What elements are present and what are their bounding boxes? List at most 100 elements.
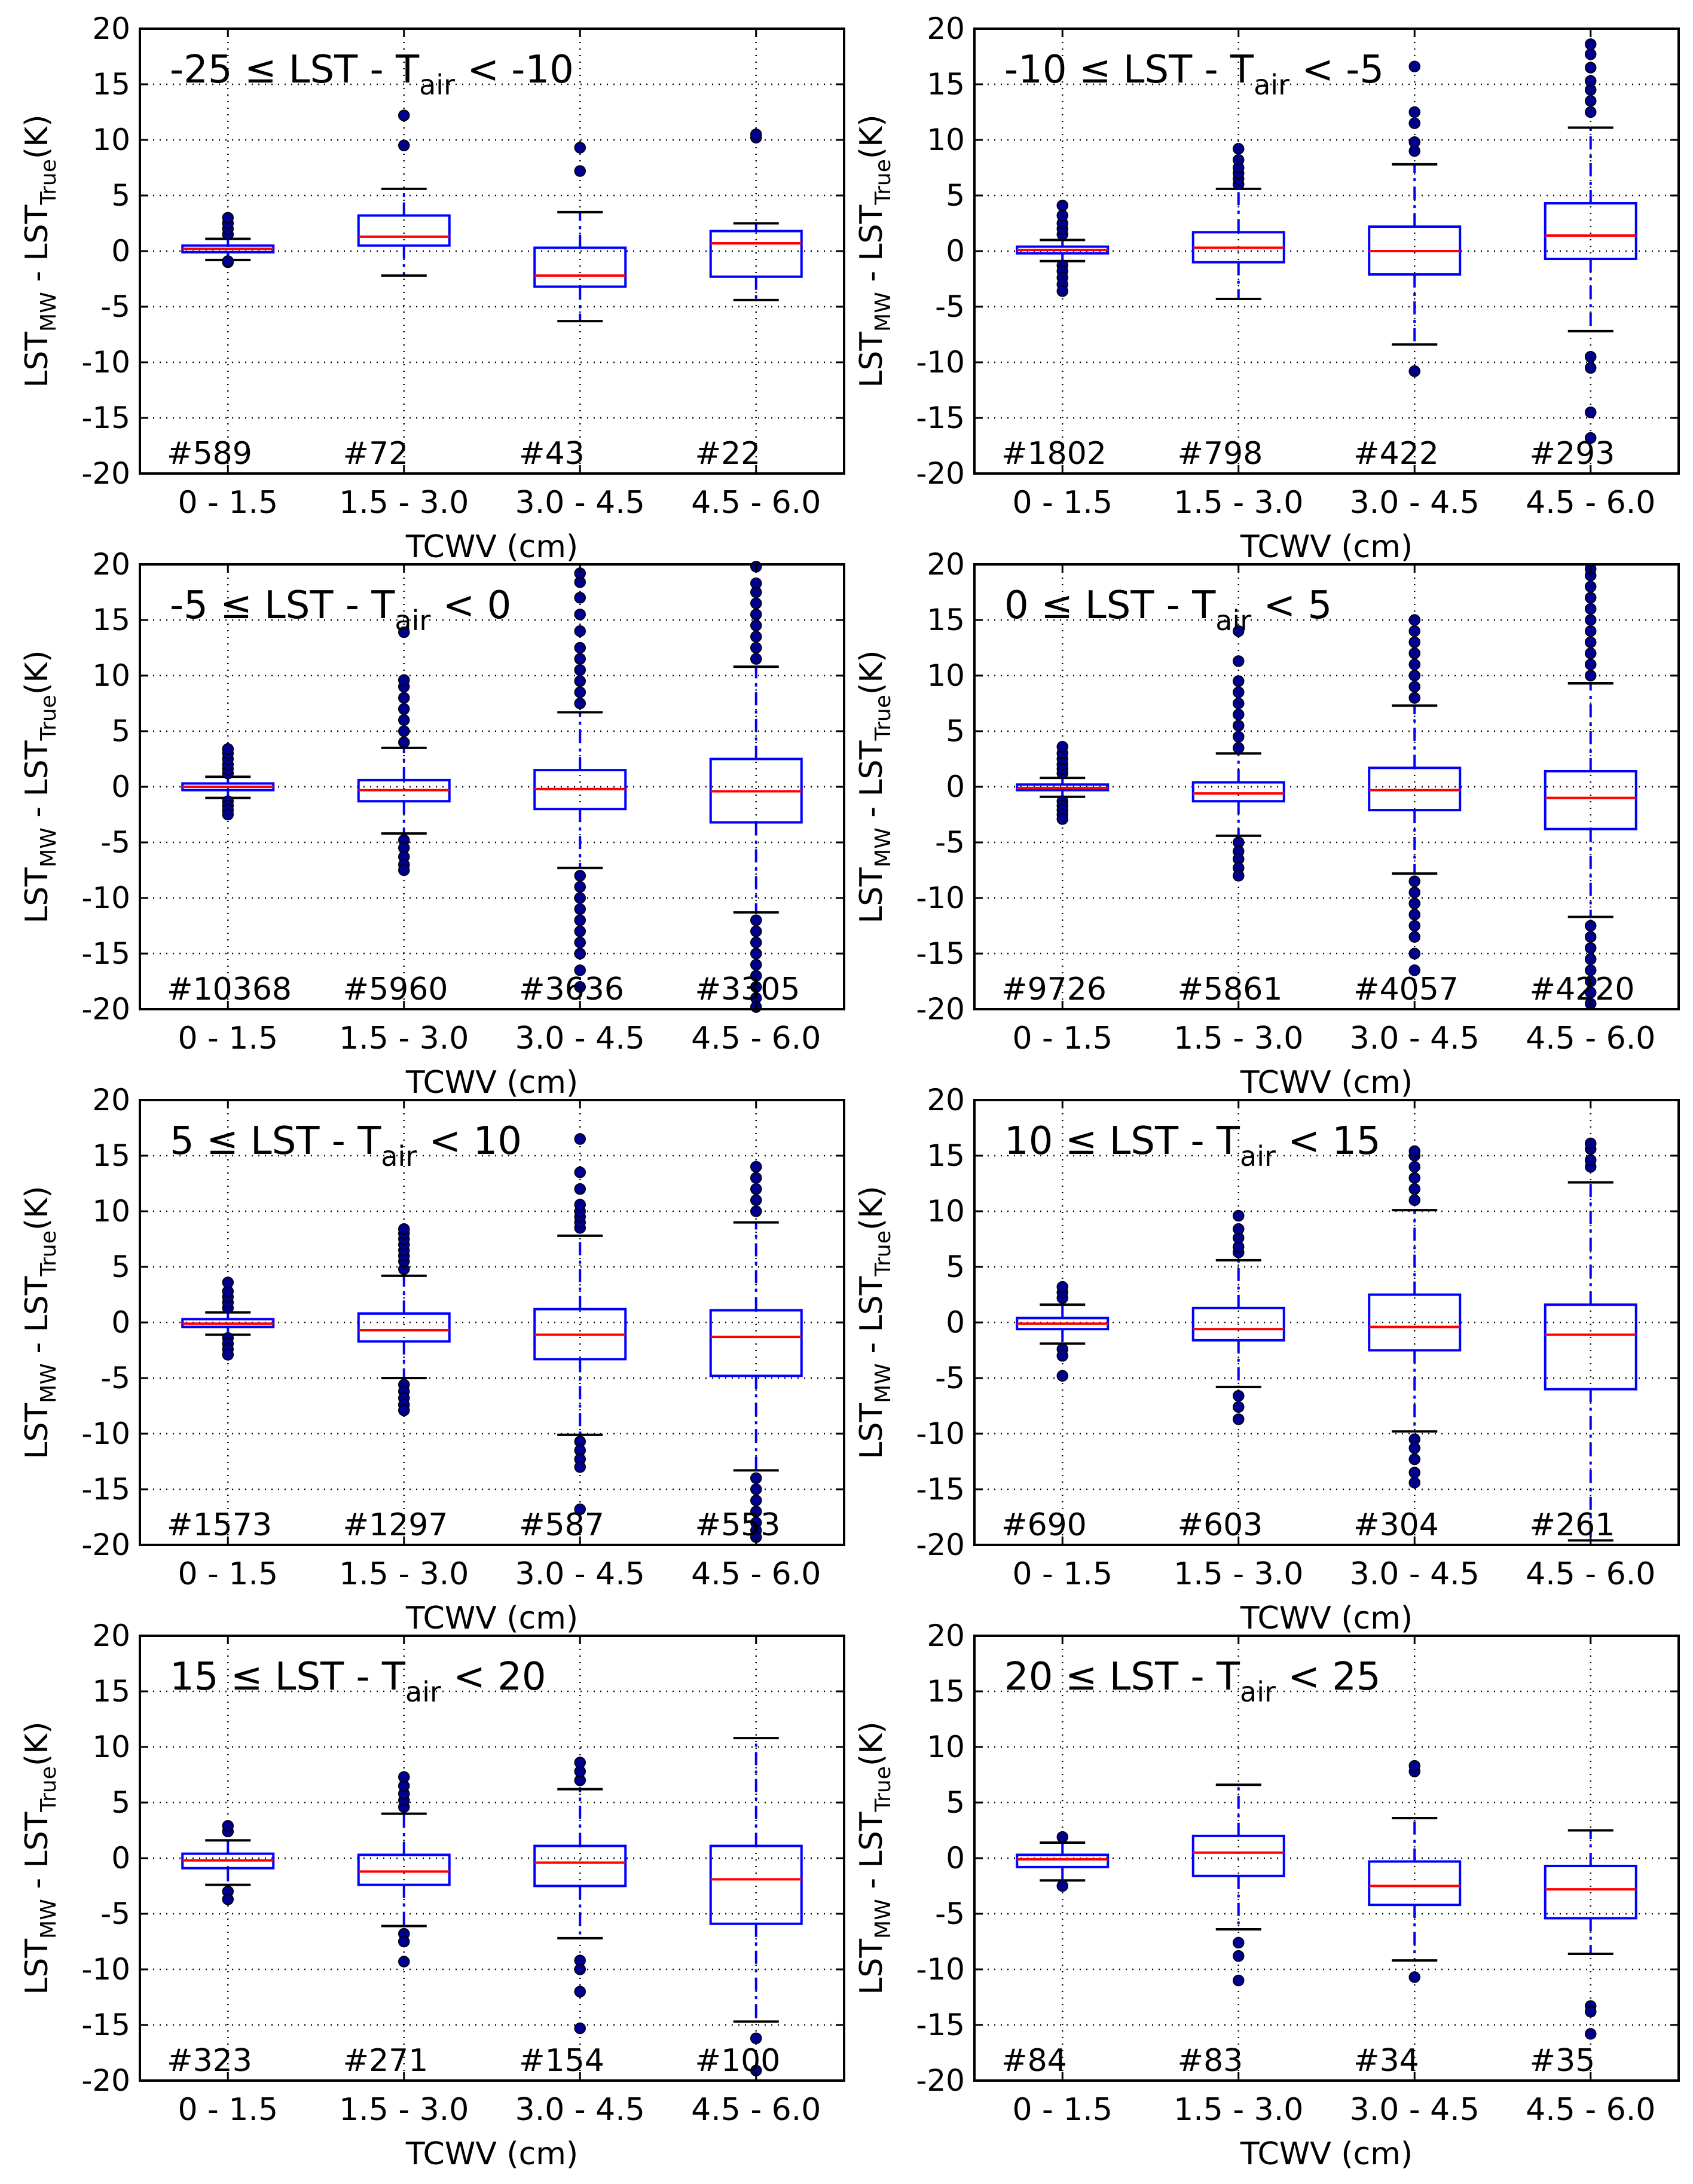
iqr-box — [1191, 1306, 1285, 1342]
sample-count: #603 — [1178, 1507, 1263, 1543]
flier-point — [750, 128, 762, 140]
y-tick-label: -5 — [935, 825, 965, 860]
y-tick-label: -15 — [81, 1472, 130, 1507]
flier-point — [1585, 350, 1597, 363]
flier-point — [574, 1166, 586, 1178]
title-lhs: 15 ≤ LST - T — [170, 1655, 406, 1699]
panel-7: 20 15 10 5 0 -5 -10 -15 -20 0 - 1.5 1.5 - 3.0 3.0 -… — [19, 1618, 845, 2172]
panel-title: -10 ≤ LST - Tair < -5 — [1004, 48, 1384, 101]
flier-point — [1408, 136, 1420, 148]
x-axis-label: TCWV (cm) — [1240, 2136, 1413, 2172]
y-tick-label: 0 — [946, 1305, 965, 1340]
panel-5: 20 15 10 5 0 -5 -10 -15 -20 0 - 1.5 1.5 - 3.0 3.0 -… — [19, 1083, 845, 1636]
flier-point — [1408, 670, 1420, 682]
box-3 — [533, 1757, 627, 2035]
iqr-box — [1544, 202, 1637, 261]
flier-point — [574, 936, 586, 949]
y-tick-label: 10 — [92, 658, 130, 693]
flier-point — [750, 1205, 762, 1217]
y-tick-label: -20 — [81, 456, 130, 491]
x-tick-label: 1.5 - 3.0 — [339, 1021, 469, 1056]
panel-title: 10 ≤ LST - Tair < 15 — [1004, 1119, 1381, 1172]
title-rhs: < -5 — [1289, 48, 1384, 92]
flier-point — [222, 1893, 234, 1905]
y-tick-label: -20 — [916, 2063, 965, 2098]
flier-point — [574, 914, 586, 926]
flier-point — [1233, 1401, 1245, 1413]
flier-point — [1408, 365, 1420, 377]
flier-point — [1585, 106, 1597, 118]
flier-point — [398, 1956, 410, 1968]
sample-count: #422 — [1353, 436, 1439, 472]
ylabel-unit: (K) — [19, 114, 55, 159]
y-tick-label: 15 — [927, 1138, 965, 1173]
y-tick-label: -15 — [81, 936, 130, 971]
flier-point — [750, 914, 762, 926]
flier-point — [1408, 658, 1420, 671]
y-axis-label: LSTMW - LSTTrue(K) — [854, 1721, 896, 1994]
flier-point — [398, 626, 410, 639]
ylabel-unit: (K) — [854, 650, 890, 695]
flier-point — [398, 703, 410, 715]
flier-point — [750, 642, 762, 654]
panel-title: 5 ≤ LST - Tair < 10 — [170, 1119, 522, 1172]
flier-point — [750, 1183, 762, 1195]
flier-point — [1408, 875, 1420, 887]
y-tick-label: 20 — [927, 1083, 965, 1117]
y-tick-label: 5 — [946, 1250, 965, 1284]
flier-point — [398, 674, 410, 686]
x-tick-label: 3.0 - 4.5 — [1350, 1021, 1480, 1056]
y-tick-label: 10 — [927, 123, 965, 157]
flier-point — [1408, 1760, 1420, 1772]
flier-point — [222, 255, 234, 267]
y-tick-label: -10 — [81, 1952, 130, 1987]
x-tick-label: 3.0 - 4.5 — [1350, 485, 1480, 521]
flier-point — [1408, 106, 1420, 118]
flier-point — [1408, 1477, 1420, 1489]
flier-point — [1233, 1223, 1245, 1235]
flier-point — [574, 1757, 586, 1768]
y-tick-label: 5 — [946, 178, 965, 213]
flier-point — [1233, 1209, 1245, 1222]
flier-point — [1233, 675, 1245, 688]
sample-count: #323 — [167, 2043, 252, 2079]
title-rhs: < -10 — [455, 48, 574, 92]
y-tick-label: 5 — [111, 178, 130, 213]
flier-point — [574, 1183, 586, 1195]
box-3 — [533, 142, 627, 323]
box-2 — [1191, 1209, 1285, 1425]
sample-count: #34 — [1353, 2043, 1419, 2079]
flier-point — [1585, 931, 1597, 943]
flier-point — [1408, 931, 1420, 943]
x-axis-label: TCWV (cm) — [1240, 1600, 1413, 1636]
ylabel-a: LST — [19, 332, 55, 388]
box-2 — [357, 1771, 451, 1968]
flier-point — [1408, 1467, 1420, 1479]
ylabel-mid: - LST — [854, 204, 890, 292]
flier-point — [1585, 2005, 1597, 2018]
title-rhs: < 15 — [1276, 1119, 1381, 1163]
iqr-box — [1191, 1834, 1285, 1877]
y-tick-label: -10 — [916, 1952, 965, 1987]
flier-point — [1408, 1145, 1420, 1157]
y-tick-label: 15 — [927, 67, 965, 102]
box-1 — [181, 1820, 275, 1905]
sample-count: #22 — [695, 436, 761, 472]
flier-point — [398, 139, 410, 152]
flier-point — [750, 577, 762, 589]
flier-point — [1408, 636, 1420, 648]
box-2 — [357, 626, 451, 876]
x-tick-label: 0 - 1.5 — [1012, 2092, 1113, 2128]
y-tick-label: -10 — [81, 881, 130, 915]
flier-point — [398, 1223, 410, 1235]
iqr-box — [1191, 781, 1285, 803]
y-tick-label: -10 — [81, 1416, 130, 1451]
x-tick-label: 4.5 - 6.0 — [691, 1556, 821, 1592]
y-tick-label: 0 — [946, 1841, 965, 1876]
y-axis-label: LSTMW - LSTTrue(K) — [854, 1186, 896, 1459]
x-tick-label: 4.5 - 6.0 — [1526, 485, 1655, 521]
flier-point — [1233, 1936, 1245, 1949]
flier-point — [1056, 1831, 1068, 1843]
box-2 — [357, 1223, 451, 1416]
flier-point — [750, 1194, 762, 1206]
